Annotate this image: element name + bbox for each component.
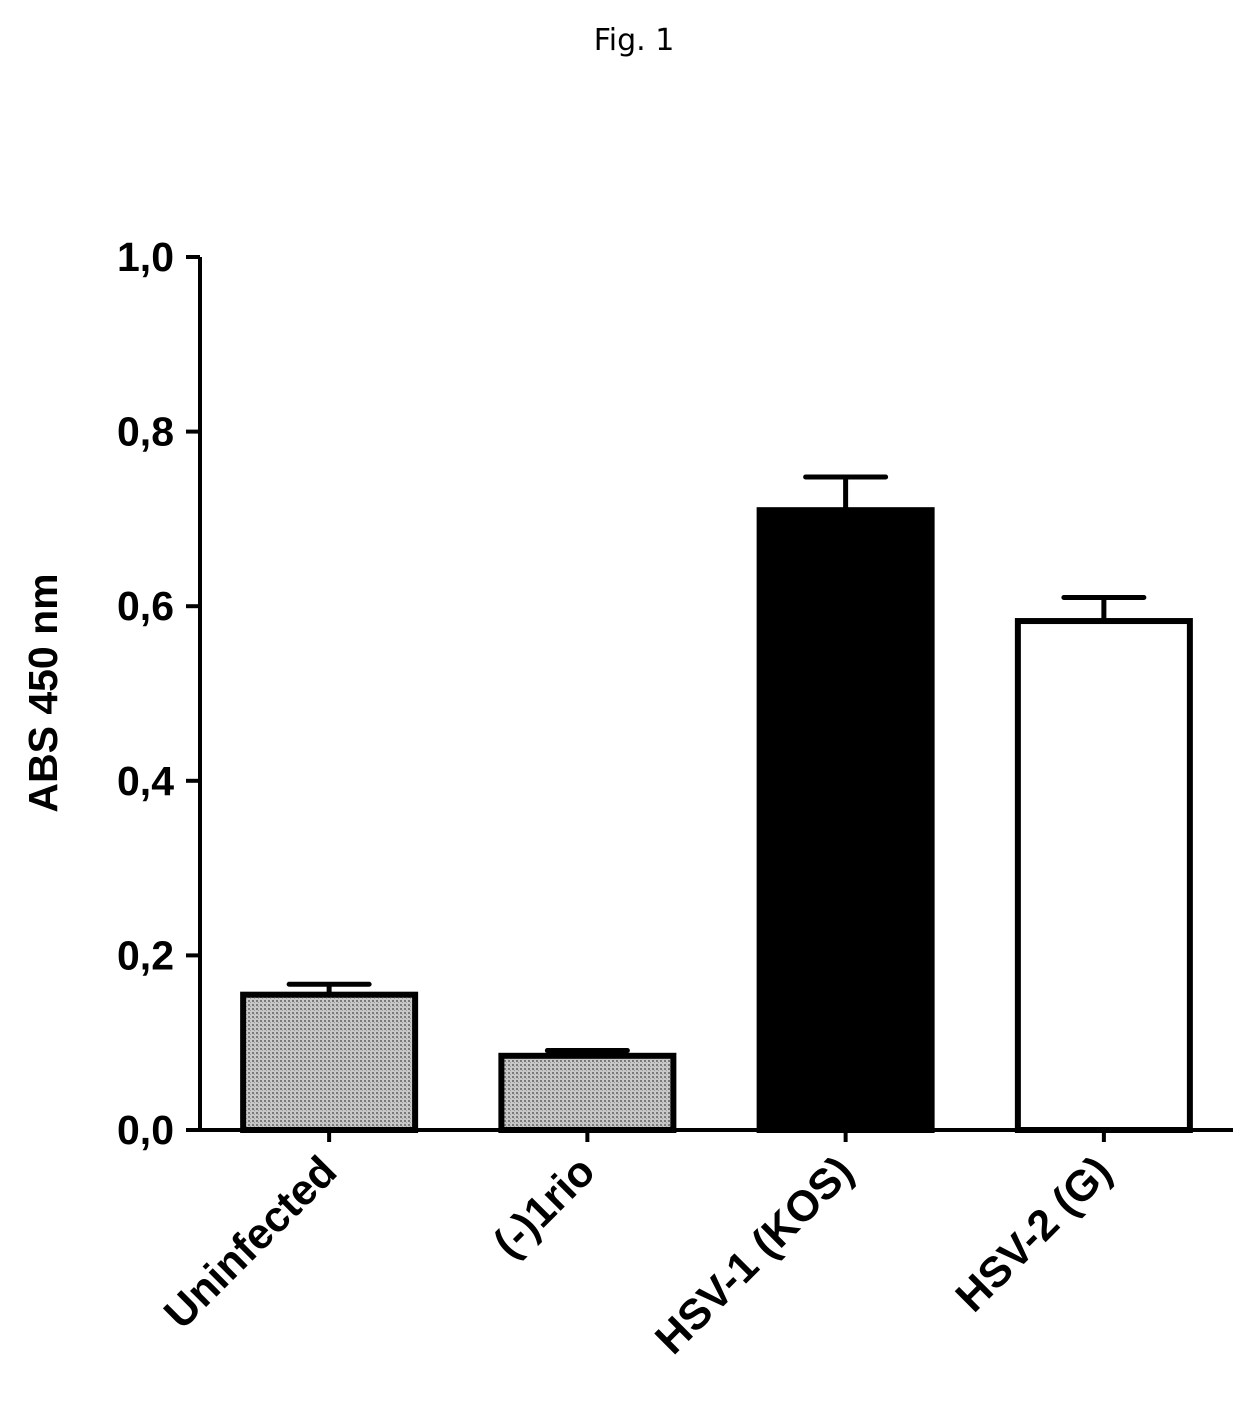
y-tick-label: 0,2: [117, 932, 174, 978]
y-tick-label: 0,6: [117, 583, 174, 629]
y-tick-label: 1,0: [117, 234, 174, 280]
x-tick-label: (-)1rio: [484, 1147, 604, 1267]
bar-1rio: [498, 1052, 677, 1134]
y-axis-title: ABS 450 nm: [20, 573, 66, 812]
bars: [240, 507, 1193, 1134]
bar-uninfected: [240, 991, 419, 1133]
bar-hsv-1-kos: [756, 507, 935, 1134]
figure-label: Fig. 1: [594, 23, 675, 58]
x-tick-label: HSV-1 (KOS): [646, 1147, 862, 1363]
y-tick-label: 0,4: [117, 758, 174, 804]
x-tick-label: Uninfected: [155, 1147, 346, 1338]
bar-chart: 0,0 0,2 0,4 0,6 0,8 1,0 Uninfected (-)1rio HSV-…: [20, 234, 1233, 1364]
y-tick-label: 0,8: [117, 409, 174, 455]
x-axis-ticks: [327, 1130, 1106, 1142]
y-axis-ticks: 0,0 0,2 0,4 0,6 0,8 1,0: [117, 234, 200, 1153]
y-tick-label: 0,0: [117, 1107, 174, 1153]
bar-hsv-2-g: [1014, 618, 1193, 1134]
x-axis-labels: Uninfected (-)1rio HSV-1 (KOS) HSV-2 (G): [155, 1147, 1121, 1363]
error-bars: [286, 474, 1147, 1056]
x-tick-label: HSV-2 (G): [947, 1147, 1121, 1321]
